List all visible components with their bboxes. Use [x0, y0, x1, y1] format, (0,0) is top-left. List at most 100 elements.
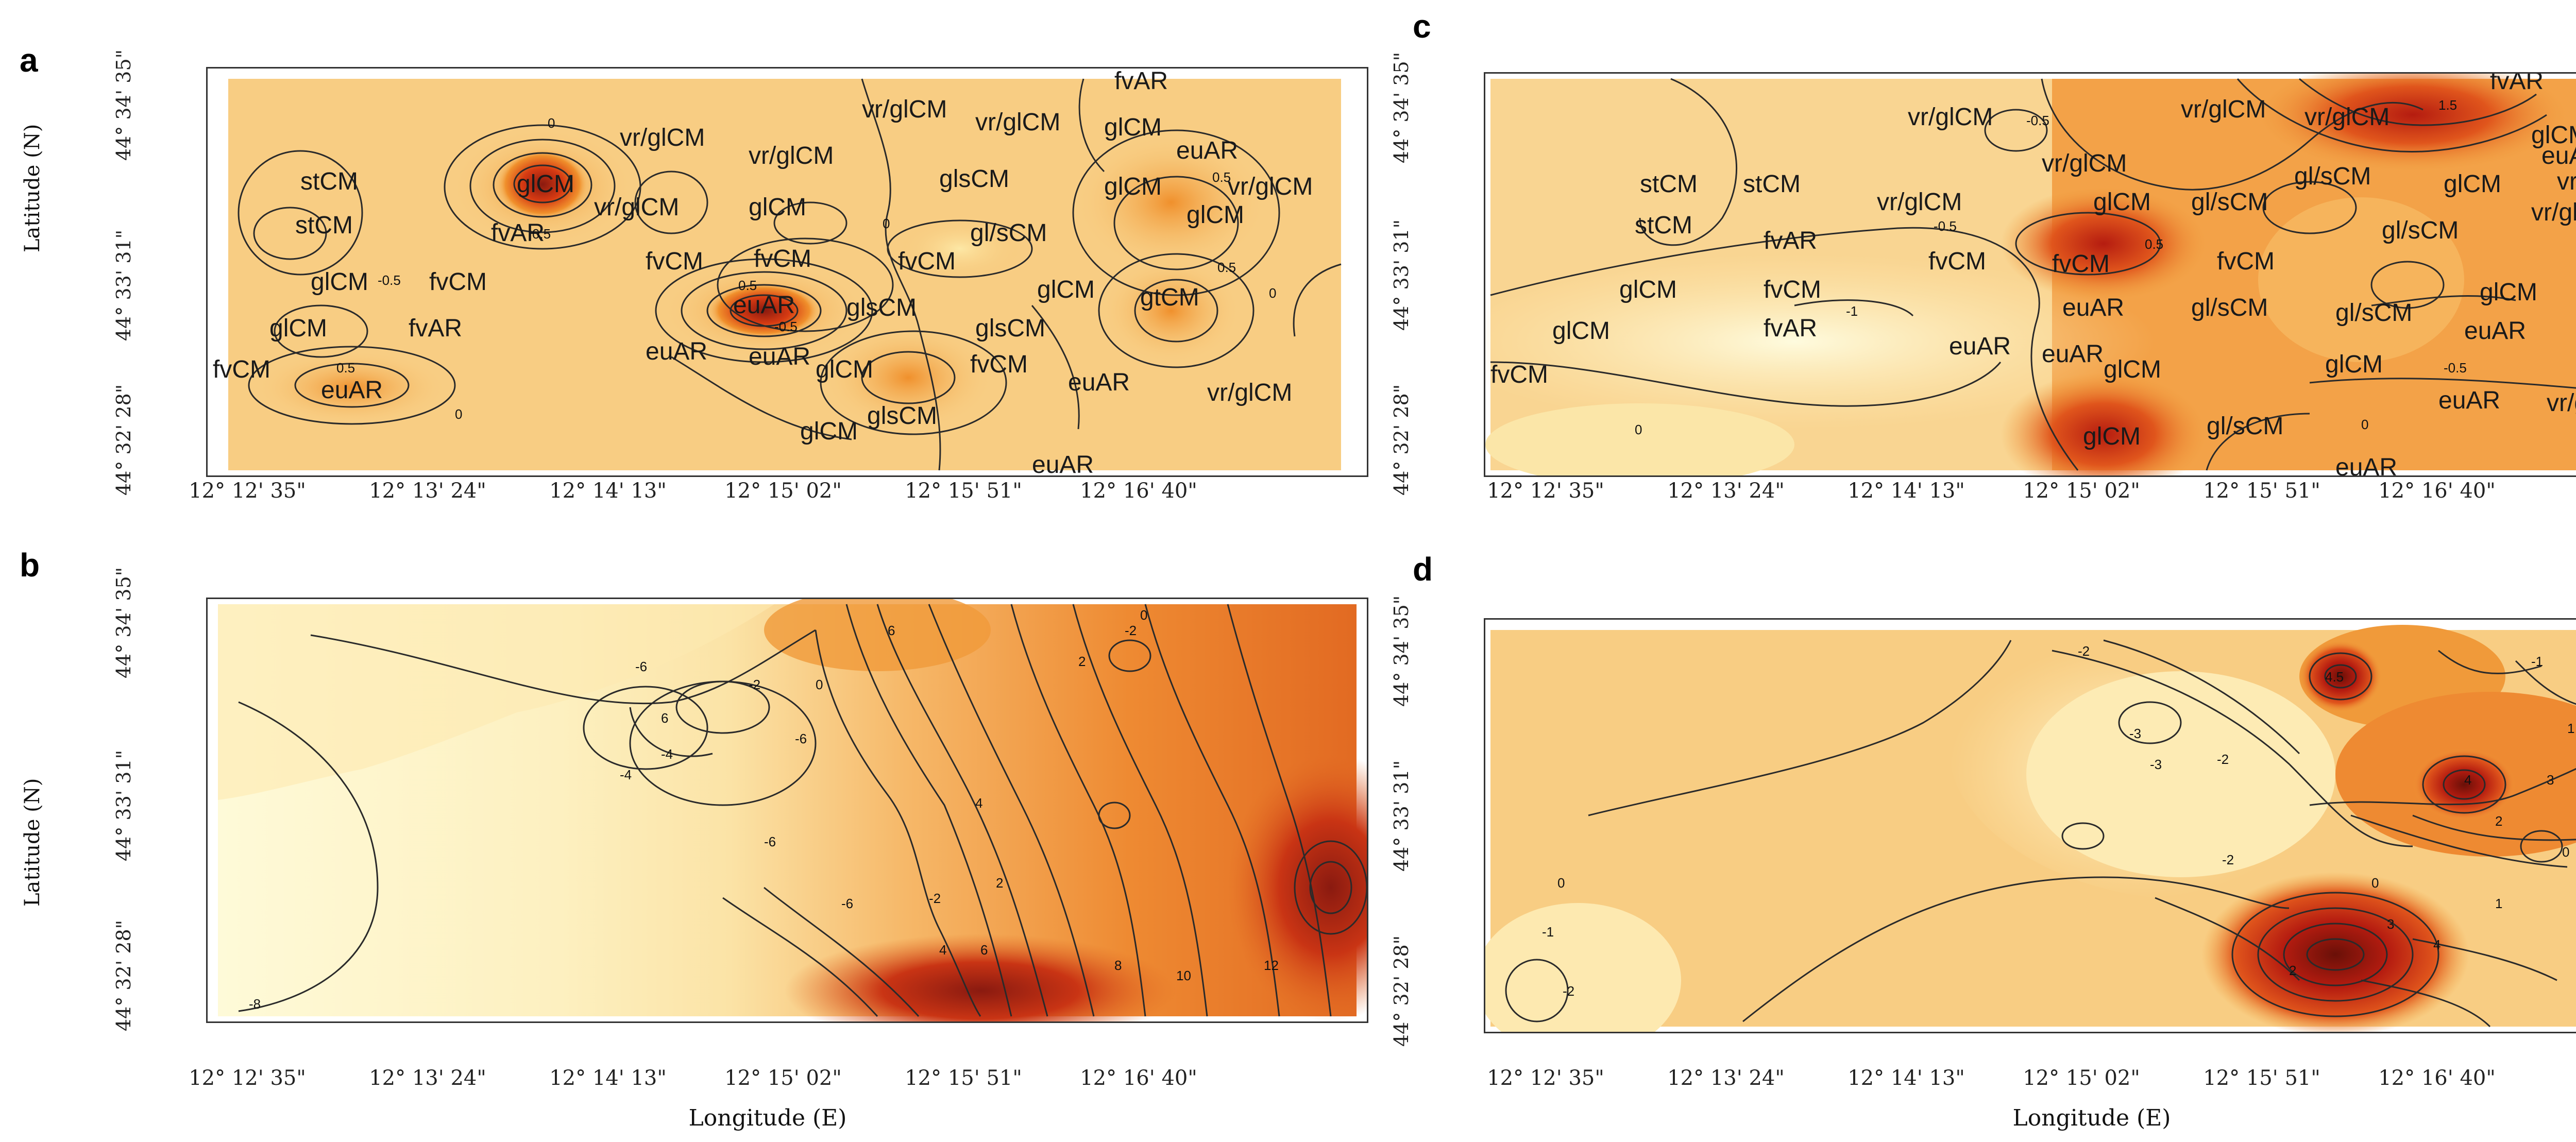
soil-label: stCM	[1743, 171, 1801, 198]
svg-text:-1: -1	[1846, 303, 1858, 319]
svg-text:-4: -4	[620, 767, 632, 782]
panel-b-latitude-tick: 44° 33' 31"	[112, 749, 135, 861]
panel-c-longitude-tick: 12° 14' 13"	[1848, 479, 1965, 503]
svg-text:-1: -1	[1542, 924, 1554, 940]
svg-text:4.5: 4.5	[2325, 669, 2344, 685]
soil-label: euAR	[1068, 369, 1130, 396]
soil-label: glCM	[749, 194, 806, 221]
svg-text:4: 4	[2433, 937, 2441, 952]
svg-text:0.5: 0.5	[532, 226, 551, 242]
svg-text:0: 0	[816, 677, 823, 692]
svg-text:-8: -8	[249, 996, 261, 1012]
soil-label: gl/sCM	[2382, 217, 2459, 244]
soil-label: fvAR	[1764, 227, 1817, 254]
panel-d-longitude-tick: 12° 13' 24"	[1667, 1066, 1785, 1090]
svg-text:0.5: 0.5	[2145, 236, 2163, 252]
soil-label: euAR	[321, 377, 383, 404]
panel-c-longitude-tick: 12° 13' 24"	[1667, 479, 1785, 503]
soil-label: stCM	[1635, 212, 1692, 239]
svg-text:0.5: 0.5	[336, 360, 355, 376]
panel-b-longitude-tick: 12° 15' 51"	[905, 1066, 1022, 1090]
svg-text:4: 4	[939, 942, 946, 958]
panel-d-latitude-tick: 44° 33' 31"	[1390, 760, 1413, 872]
soil-label: fvAR	[409, 315, 462, 342]
soil-label: vr/glCM	[1877, 189, 1962, 216]
svg-text:-0.5: -0.5	[1934, 218, 1957, 234]
panel-d-longitude-tick: 12° 15' 51"	[2203, 1066, 2320, 1090]
soil-label: fvAR	[1764, 315, 1817, 342]
svg-text:0: 0	[1269, 285, 1276, 301]
soil-label: fvCM	[970, 351, 1028, 378]
svg-text:-6: -6	[795, 731, 807, 746]
svg-text:-2: -2	[1125, 623, 1137, 638]
soil-label: euAR	[646, 338, 707, 365]
contour-labels-b: -6 -2 0 6 2 0 -2 -4 6 -6 4 -6 -2 -4 -6 2…	[249, 607, 1279, 1012]
soil-label: glCM	[1037, 276, 1095, 303]
svg-text:-4: -4	[661, 746, 673, 762]
soil-label: fvCM	[1928, 248, 1986, 275]
soil-label: glCM	[1619, 276, 1677, 303]
y-axis-label-b: Latitude (N)	[21, 778, 44, 907]
soil-label: vr/glCM	[2181, 96, 2266, 123]
soil-label: glCM	[2104, 356, 2161, 383]
soil-label: vr/glCM	[1207, 379, 1292, 406]
soil-labels-a: fvAR glCM euAR vr/glCM vr/glCM vr/glCM v…	[213, 69, 1313, 475]
panel-letter-a: a	[20, 42, 38, 79]
soil-label: vr/glCM	[620, 124, 705, 151]
svg-text:-2: -2	[929, 891, 941, 906]
svg-text:-2: -2	[749, 677, 760, 692]
soil-label: glCM	[800, 418, 858, 445]
y-axis-label-a: Latitude (N)	[21, 124, 44, 252]
svg-text:2: 2	[996, 875, 1003, 891]
svg-text:-6: -6	[764, 834, 776, 849]
soil-label: stCM	[1640, 171, 1698, 198]
svg-text:0.5: 0.5	[738, 278, 757, 293]
panel-a-longitude-tick: 12° 14' 13"	[549, 479, 667, 503]
map-panel-d: -2 -1 0 4.5 -3 1 -2 3 4 -3 2 -2 0 0 1 3 …	[1484, 618, 2576, 1033]
soil-label: glCM	[2480, 279, 2537, 306]
svg-text:2: 2	[2289, 963, 2296, 978]
soil-label: glsCM	[867, 402, 937, 430]
soil-label: euAR	[1176, 137, 1238, 164]
soil-label: gl/sCM	[2207, 413, 2283, 440]
svg-text:0: 0	[1635, 422, 1642, 437]
soil-label: fvCM	[429, 268, 487, 296]
panel-d-latitude-tick: 44° 32' 28"	[1390, 935, 1413, 1047]
soil-label: euAR	[1949, 333, 2011, 360]
soil-label: vr/glCM	[1228, 173, 1313, 200]
contour-labels-a: 0 0.5 -0.5 0 0.5 0.5 -0.5 0 0.5 0.5 0	[336, 115, 1276, 422]
panel-d-longitude-tick: 12° 14' 13"	[1848, 1066, 1965, 1090]
soil-label: glCM	[1104, 114, 1162, 141]
panel-a-latitude-tick: 44° 33' 31"	[112, 229, 135, 341]
panel-c-latitude-tick: 44° 33' 31"	[1390, 219, 1413, 331]
panel-b-longitude-tick: 12° 16' 40"	[1080, 1066, 1197, 1090]
soil-label: fvAR	[491, 219, 545, 247]
soil-label: fvCM	[213, 356, 270, 383]
soil-label: euAR	[1032, 451, 1094, 475]
svg-text:-0.5: -0.5	[774, 319, 798, 334]
soil-label: euAR	[2042, 340, 2104, 368]
soil-label: euAR	[2062, 294, 2124, 321]
svg-text:-1: -1	[2531, 654, 2543, 669]
svg-text:-6: -6	[841, 896, 853, 911]
soil-label: fvCM	[1764, 276, 1821, 303]
map-panel-b: -6 -2 0 6 2 0 -2 -4 6 -6 4 -6 -2 -4 -6 2…	[206, 598, 1368, 1023]
soil-label: gtCM	[1140, 284, 1199, 311]
map-panel-c: fvAR vr/glCM vr/glCM vr/glCM glCM euAR s…	[1484, 72, 2576, 477]
panel-c-latitude-tick: 44° 34' 35"	[1390, 52, 1413, 163]
soil-label: gl/sCM	[2191, 189, 2268, 216]
svg-text:-0.5: -0.5	[2026, 113, 2049, 128]
panel-d-latitude-tick: 44° 34' 35"	[1390, 595, 1413, 707]
soil-label: fvCM	[2052, 250, 2110, 278]
panel-letter-d: d	[1413, 551, 1433, 588]
soil-label: euAR	[749, 343, 810, 370]
soil-label: glCM	[2093, 189, 2151, 216]
soil-label: euAR	[2464, 317, 2526, 345]
svg-text:2: 2	[1078, 654, 1086, 669]
svg-text:8: 8	[1114, 958, 1122, 973]
svg-text:4: 4	[975, 795, 982, 811]
soil-label: glCM	[816, 356, 873, 383]
svg-text:0.5: 0.5	[1217, 260, 1236, 275]
svg-text:0: 0	[455, 406, 462, 422]
svg-text:-3: -3	[2150, 757, 2162, 772]
